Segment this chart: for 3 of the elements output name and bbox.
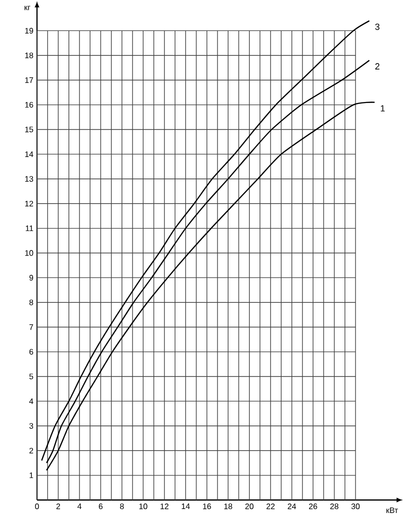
series-label: 1 [380,105,385,112]
series-label: 2 [375,63,380,70]
series-label: 3 [375,24,380,30]
